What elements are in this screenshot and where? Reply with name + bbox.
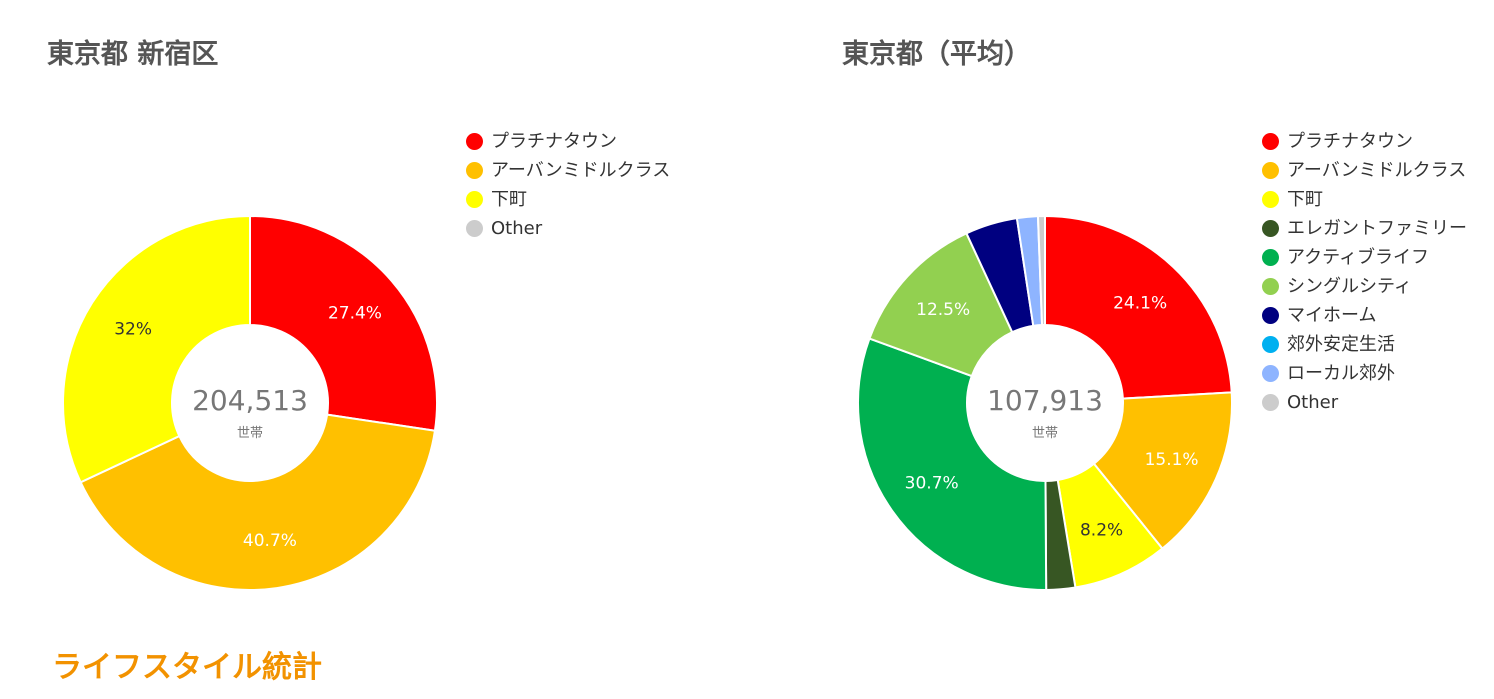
legend-color-dot: [1262, 365, 1279, 382]
donut-chart-tokyo-average: 24.1% 15.1% 8.2% 30.7% 12.5% 107,913 世帯: [857, 214, 1233, 592]
legend-label: プラチナタウン: [491, 131, 617, 152]
legend-label: ローカル郊外: [1287, 363, 1395, 384]
legend-color-dot: [466, 162, 483, 179]
slice-data-label: 27.4%: [328, 304, 382, 324]
slice-data-label: 15.1%: [1145, 450, 1199, 470]
slice-data-label: 40.7%: [243, 531, 297, 551]
legend-item[interactable]: マイホーム: [1262, 304, 1467, 327]
donut-chart-shinjuku: 27.4% 40.7% 32% 204,513 世帯: [62, 214, 438, 591]
legend-item[interactable]: アクティブライフ: [1262, 246, 1467, 269]
legend-item[interactable]: Other: [1262, 391, 1467, 414]
center-unit-label: 世帯: [237, 426, 263, 441]
legend-color-dot: [1262, 162, 1279, 179]
pie-slice[interactable]: [1044, 214, 1233, 400]
legend-item[interactable]: 下町: [1262, 188, 1467, 211]
legend-color-dot: [466, 133, 483, 150]
legend-label: 郊外安定生活: [1287, 334, 1395, 355]
section-heading-lifestyle-stats: ライフスタイル統計: [52, 650, 322, 685]
legend-label: 下町: [491, 189, 527, 210]
legend-color-dot: [1262, 220, 1279, 237]
legend-label: アーバンミドルクラス: [1287, 160, 1467, 181]
legend-label: アーバンミドルクラス: [491, 160, 671, 181]
slice-data-label: 24.1%: [1113, 293, 1167, 313]
legend-color-dot: [466, 220, 483, 237]
legend-label: エレガントファミリー: [1287, 218, 1467, 239]
center-unit-label: 世帯: [1032, 426, 1058, 441]
legend-label: Other: [491, 218, 543, 239]
legend-color-dot: [1262, 394, 1279, 411]
legend-label: Other: [1287, 392, 1339, 413]
pie-slice[interactable]: [62, 214, 251, 484]
legend-item[interactable]: ローカル郊外: [1262, 362, 1467, 385]
legend-color-dot: [1262, 249, 1279, 266]
legend-item[interactable]: 下町: [466, 188, 671, 211]
legend-item[interactable]: アーバンミドルクラス: [1262, 159, 1467, 182]
chart-title-shinjuku: 東京都 新宿区: [47, 39, 219, 70]
legend-item[interactable]: プラチナタウン: [466, 130, 671, 153]
legend-color-dot: [1262, 191, 1279, 208]
legend-label: 下町: [1287, 189, 1323, 210]
legend-color-dot: [1262, 133, 1279, 150]
slice-data-label: 30.7%: [905, 474, 959, 494]
legend-tokyo-average: プラチナタウンアーバンミドルクラス 下町エレガントファミリー アクティブライフ シング…: [1262, 130, 1467, 420]
chart-title-tokyo-average: 東京都（平均）: [842, 39, 1031, 70]
pie-slice[interactable]: [857, 337, 1048, 591]
legend-label: シングルシティ: [1287, 276, 1412, 297]
center-total-value: 107,913: [987, 384, 1103, 417]
pie-slice[interactable]: [1092, 391, 1233, 550]
legend-color-dot: [1262, 278, 1279, 295]
legend-color-dot: [466, 191, 483, 208]
pie-slice[interactable]: [79, 413, 437, 591]
slice-data-label: 32%: [114, 320, 152, 340]
center-total-value: 204,513: [192, 384, 308, 417]
legend-color-dot: [1262, 336, 1279, 353]
legend-shinjuku: プラチナタウンアーバンミドルクラス 下町 Other: [466, 130, 671, 246]
slice-data-label: 8.2%: [1080, 520, 1123, 540]
legend-item[interactable]: 郊外安定生活: [1262, 333, 1467, 356]
legend-item[interactable]: アーバンミドルクラス: [466, 159, 671, 182]
legend-item[interactable]: シングルシティ: [1262, 275, 1467, 298]
pie-slice[interactable]: [1036, 214, 1046, 327]
legend-color-dot: [1262, 307, 1279, 324]
legend-item[interactable]: エレガントファミリー: [1262, 217, 1467, 240]
legend-label: プラチナタウン: [1287, 131, 1413, 152]
legend-item[interactable]: Other: [466, 217, 671, 240]
legend-item[interactable]: プラチナタウン: [1262, 130, 1467, 153]
pie-slice[interactable]: [249, 214, 438, 432]
legend-label: マイホーム: [1287, 305, 1377, 326]
slice-data-label: 12.5%: [916, 300, 970, 320]
legend-label: アクティブライフ: [1287, 247, 1430, 268]
